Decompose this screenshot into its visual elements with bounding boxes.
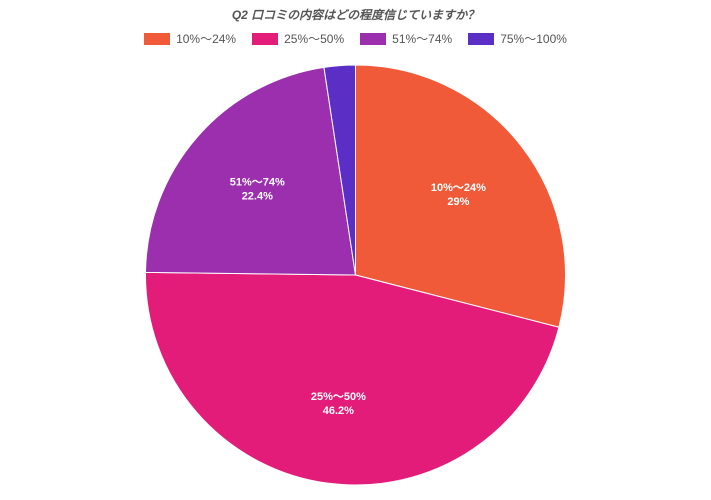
legend-swatch [468, 33, 494, 45]
chart-title: Q2 口コミの内容はどの程度信じていますか？ [0, 6, 711, 23]
legend-swatch [144, 33, 170, 45]
legend-label: 25%〜50% [284, 32, 344, 46]
legend-swatch [360, 33, 386, 45]
chart-container: Q2 口コミの内容はどの程度信じていますか？ 10%〜24% 25%〜50% 51%… [0, 0, 711, 500]
legend-item[interactable]: 75%〜100% [468, 30, 567, 47]
legend-label: 75%〜100% [500, 32, 567, 46]
legend-swatch [252, 33, 278, 45]
slice-label: 51%〜74% [230, 177, 285, 189]
legend-item[interactable]: 51%〜74% [360, 30, 452, 47]
slice-label: 25%〜50% [311, 391, 366, 403]
legend-label: 51%〜74% [392, 32, 452, 46]
legend-item[interactable]: 25%〜50% [252, 30, 344, 47]
legend: 10%〜24% 25%〜50% 51%〜74% 75%〜100% [0, 30, 711, 47]
pie-chart-wrap: 10%〜24% 29% 25%〜50% 46.2% 51%〜74% 22.4% [0, 50, 711, 500]
legend-item[interactable]: 10%〜24% [144, 30, 236, 47]
legend-label: 10%〜24% [176, 32, 236, 46]
slice-label: 10%〜24% [431, 182, 486, 194]
slice-value-label: 46.2% [323, 405, 354, 417]
pie-chart-svg: 10%〜24% 29% 25%〜50% 46.2% 51%〜74% 22.4% [0, 50, 711, 500]
pie-slice[interactable] [146, 67, 356, 275]
slice-value-label: 22.4% [242, 191, 273, 203]
slice-value-label: 29% [447, 196, 469, 208]
